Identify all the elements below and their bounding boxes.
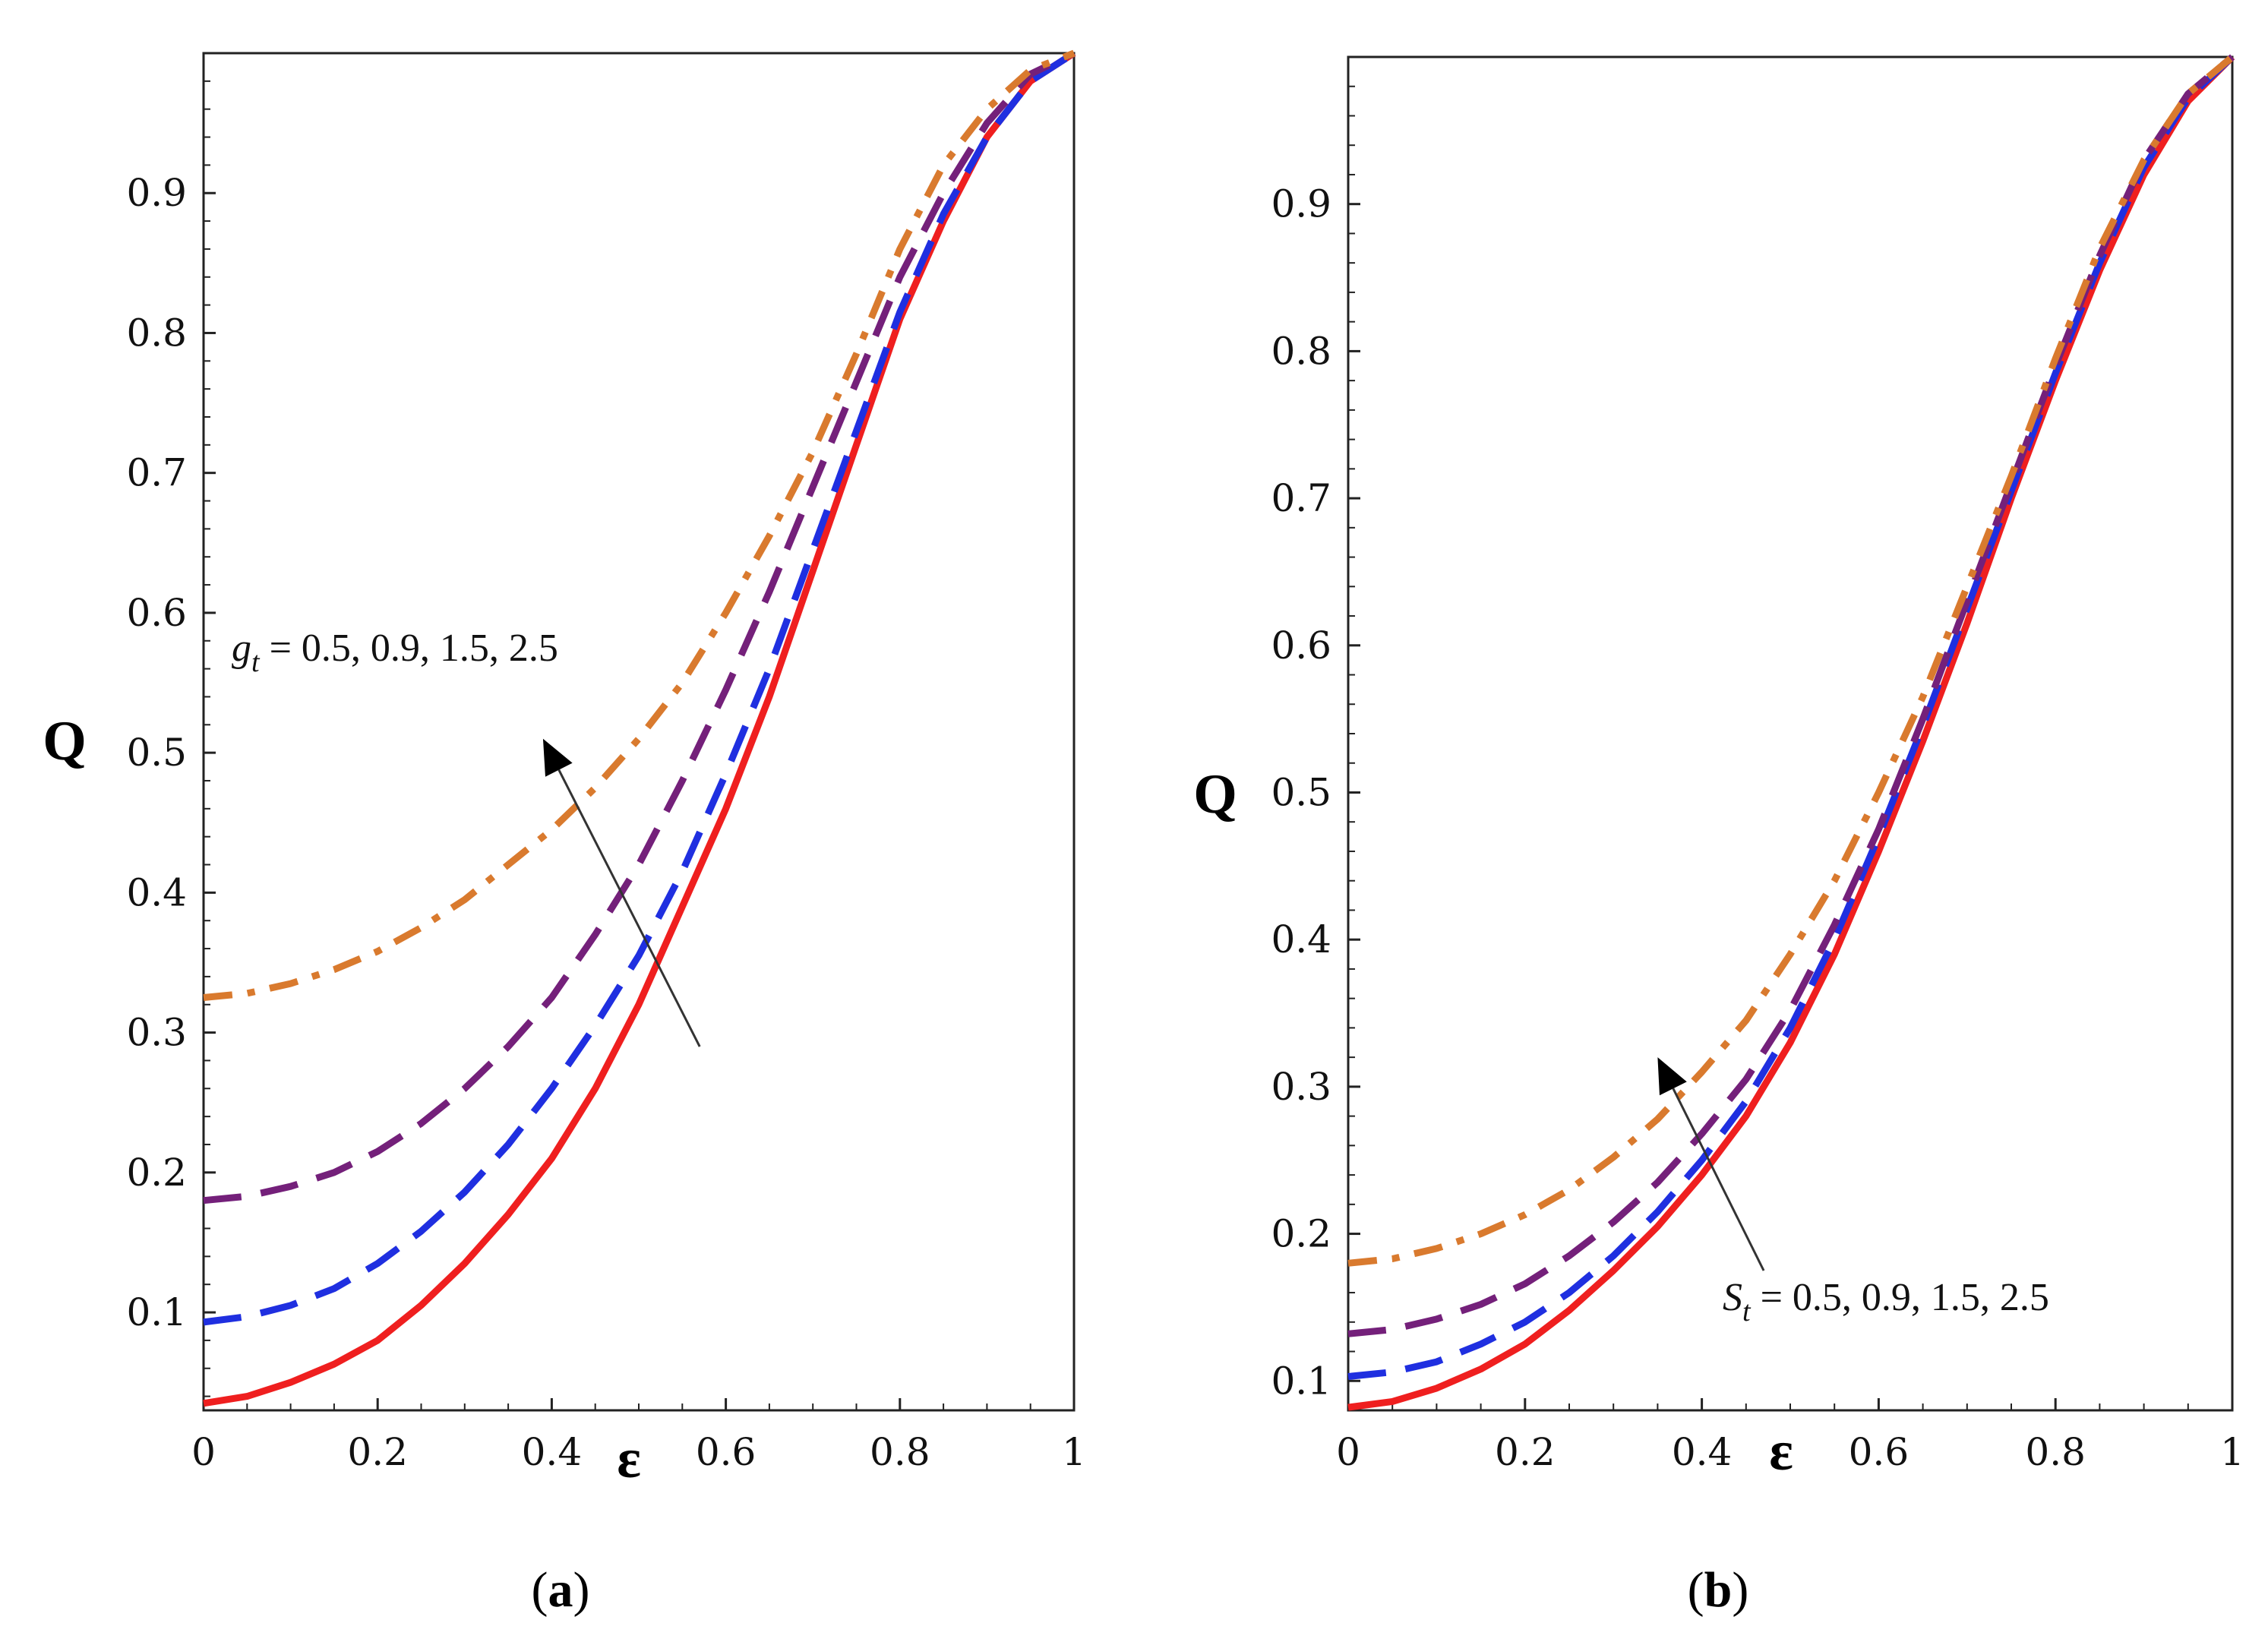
y-tick-label: 0.4 — [126, 870, 187, 914]
y-axis-label: Q — [43, 710, 87, 772]
x-tick-label: 1 — [2220, 1430, 2244, 1474]
y-tick-label: 0.6 — [1271, 624, 1331, 668]
y-tick-label: 0.5 — [1271, 770, 1331, 814]
series-line-2-5 — [1347, 54, 2235, 1267]
y-tick-label: 0.3 — [126, 1011, 187, 1055]
series-line-1-5 — [203, 49, 1076, 1205]
y-tick-label: 0.8 — [126, 311, 187, 355]
y-tick-label: 0.6 — [126, 591, 187, 635]
y-tick-label: 0.1 — [126, 1290, 187, 1334]
panel-a: 0 0.2 0.4 0.6 0.8 1 0.1 0.2 0.3 0.4 0.5 0.6 0.7 0.8 0.… — [43, 49, 1086, 1618]
parameter-annotation: gt = 0.5, 0.9, 1.5, 2.5 — [232, 627, 558, 678]
y-tick-label: 0.2 — [126, 1151, 187, 1195]
y-tick-label: 0.7 — [126, 451, 187, 495]
parameter-annotation: St = 0.5, 0.9, 1.5, 2.5 — [1723, 1276, 2049, 1328]
x-tick-label: 0.8 — [2025, 1430, 2086, 1474]
y-tick-label: 0.3 — [1271, 1065, 1331, 1109]
y-tick-label: 0.7 — [1271, 476, 1331, 520]
panel-caption: (b) — [1688, 1562, 1749, 1618]
series-line-0-5 — [203, 50, 1076, 1407]
x-tick-label: 0.4 — [1672, 1430, 1733, 1474]
x-axis-label: ε — [617, 1428, 641, 1490]
series-line-0-9 — [203, 50, 1076, 1326]
x-tick-label: 0 — [1336, 1430, 1360, 1474]
x-tick-label: 1 — [1062, 1430, 1086, 1474]
x-tick-label: 0.8 — [870, 1430, 930, 1474]
x-tick-label: 0 — [191, 1430, 216, 1474]
series-line-1-5 — [1347, 54, 2235, 1337]
series-line-0-9 — [1347, 54, 2235, 1380]
x-tick-label: 0.4 — [522, 1430, 583, 1474]
annotation-arrow-head — [542, 738, 573, 777]
annotation-arrow-head — [1657, 1057, 1687, 1096]
y-axis-label: Q — [1193, 763, 1237, 826]
y-tick-label: 0.2 — [1271, 1212, 1331, 1256]
x-tick-label: 0.6 — [696, 1430, 757, 1474]
panel-b: 0 0.2 0.4 0.6 0.8 1 0.1 0.2 0.3 0.4 0.5 0.6 0.7 0.8 0.… — [1193, 54, 2244, 1618]
y-tick-label: 0.9 — [1271, 182, 1331, 226]
series-line-0-5 — [1347, 54, 2235, 1411]
x-tick-label: 0.2 — [347, 1430, 408, 1474]
y-tick-label: 0.9 — [126, 171, 187, 215]
x-axis-label: ε — [1769, 1420, 1793, 1482]
y-tick-label: 0.1 — [1271, 1359, 1331, 1403]
y-tick-label: 0.8 — [1271, 329, 1331, 373]
y-tick-label: 0.4 — [1271, 917, 1331, 961]
x-tick-label: 0.2 — [1495, 1430, 1556, 1474]
panel-caption: (a) — [532, 1562, 590, 1618]
annotation-arrow-shaft — [558, 769, 701, 1047]
x-tick-label: 0.6 — [1849, 1430, 1909, 1474]
plot-frame — [202, 52, 1076, 1412]
annotation-arrow-shaft — [1672, 1088, 1765, 1271]
series-line-2-5 — [203, 49, 1076, 1001]
y-tick-label: 0.5 — [126, 731, 187, 775]
